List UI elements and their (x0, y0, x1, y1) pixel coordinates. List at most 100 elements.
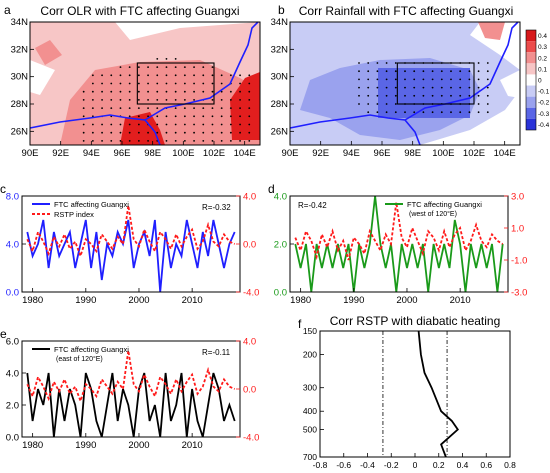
significance-dot (404, 70, 406, 73)
significance-dot (110, 99, 113, 101)
significance-dot (91, 131, 94, 134)
olr-shade-mid-2 (35, 40, 62, 65)
jinsha-river-a (144, 21, 259, 121)
significance-dot (156, 115, 159, 118)
colorbar-swatch (526, 118, 536, 130)
significance-dot (367, 62, 370, 64)
significance-dot (174, 99, 177, 101)
significance-dot (486, 94, 489, 97)
significance-dot (128, 90, 131, 93)
significance-dot (128, 115, 131, 118)
significance-dot (248, 123, 251, 126)
x-tick-label: 98E (144, 148, 161, 159)
significance-dot (193, 74, 195, 77)
significance-dot (413, 86, 416, 89)
significance-dot (211, 82, 214, 85)
series-line-1 (26, 350, 236, 404)
y-tick-label: 26N (271, 126, 289, 137)
significance-dot (110, 131, 113, 134)
significance-dot (119, 123, 122, 126)
significance-dot (239, 90, 241, 93)
significance-dot (183, 74, 186, 77)
significance-dot (358, 86, 360, 89)
x-tick-label: 100E (432, 148, 454, 159)
significance-dot (183, 123, 186, 126)
significance-dot (477, 111, 480, 114)
significance-dot (486, 78, 489, 81)
panel-a-label: a (4, 3, 11, 17)
significance-dot (376, 86, 379, 89)
significance-dot (110, 74, 113, 77)
significance-dot (486, 62, 489, 64)
significance-dot (239, 99, 241, 101)
significance-dot (193, 115, 195, 118)
rain-shade-positive (478, 22, 505, 40)
significance-dot (459, 86, 462, 89)
significance-dot (119, 90, 122, 93)
significance-dot (119, 82, 122, 85)
x-tick-label: 2010 (182, 295, 203, 306)
significance-dot (394, 94, 397, 97)
x-tick-label: 2000 (396, 295, 417, 306)
significance-dot (477, 103, 480, 105)
y-tick-label: 32N (11, 44, 29, 55)
significance-dot (450, 94, 452, 97)
significance-dot (385, 70, 388, 73)
significance-dot (248, 140, 251, 142)
right-tick-label: 3.0 (511, 192, 524, 203)
significance-dot (459, 70, 462, 73)
significance-dot (385, 78, 388, 81)
significance-dot (220, 115, 223, 118)
significance-dot (82, 140, 85, 142)
significance-dot (211, 115, 214, 118)
x-tick-label: 98E (404, 148, 421, 159)
significance-dot (156, 74, 159, 77)
significance-dot (193, 82, 195, 85)
significance-dot (174, 66, 177, 68)
significance-dot (394, 70, 397, 73)
panel-a-frame (29, 21, 261, 146)
significance-dot (183, 99, 186, 101)
significance-dot (147, 115, 149, 118)
significance-dot (376, 78, 379, 81)
significance-dot (422, 70, 425, 73)
significance-dot (91, 123, 94, 126)
significance-dot (91, 74, 94, 77)
significance-dot (220, 131, 223, 134)
x-tick-label: 2000 (128, 295, 149, 306)
panel-label: f (298, 317, 302, 331)
significance-dot (110, 123, 113, 126)
significance-dot (404, 94, 406, 97)
significance-dot (376, 70, 379, 73)
significance-dot (394, 103, 397, 105)
legend-label-1: RSTP index (54, 210, 94, 219)
olr-blank-region (30, 60, 55, 95)
right-tick-label: 4.0 (243, 337, 256, 348)
colorbar-tick-label: 0.4 (538, 33, 547, 40)
significance-dot (477, 94, 480, 97)
x-tick-label: 96E (374, 148, 391, 159)
legend-label-0: FTC affecting Guangxi (407, 200, 482, 209)
significance-dot (137, 66, 140, 68)
significance-dot (239, 140, 241, 142)
panel-c: c 1980 1990 2000 2010 0.0 4.0 8.0 -4.0 0.0 4.0 FTC … (0, 182, 259, 306)
x-tick-label: 90E (282, 148, 299, 159)
significance-dot (394, 111, 397, 114)
significance-dot (183, 66, 186, 68)
significance-dot (376, 111, 379, 114)
y-tick-label: 200 (303, 350, 317, 360)
significance-dot (486, 111, 489, 114)
significance-dot (183, 131, 186, 134)
significance-dot (385, 103, 388, 105)
significance-dot (431, 111, 434, 114)
significance-dot (128, 107, 131, 109)
significance-dot (110, 82, 113, 85)
x-tick-label: 104E (234, 148, 256, 159)
colorbar-tick-label: -0.3 (538, 111, 550, 118)
significance-dot (82, 107, 85, 109)
significance-dot (202, 115, 205, 118)
x-tick-label: 94E (343, 148, 360, 159)
significance-dot (174, 115, 177, 118)
significance-dot (147, 140, 149, 142)
significance-dot (468, 70, 471, 73)
